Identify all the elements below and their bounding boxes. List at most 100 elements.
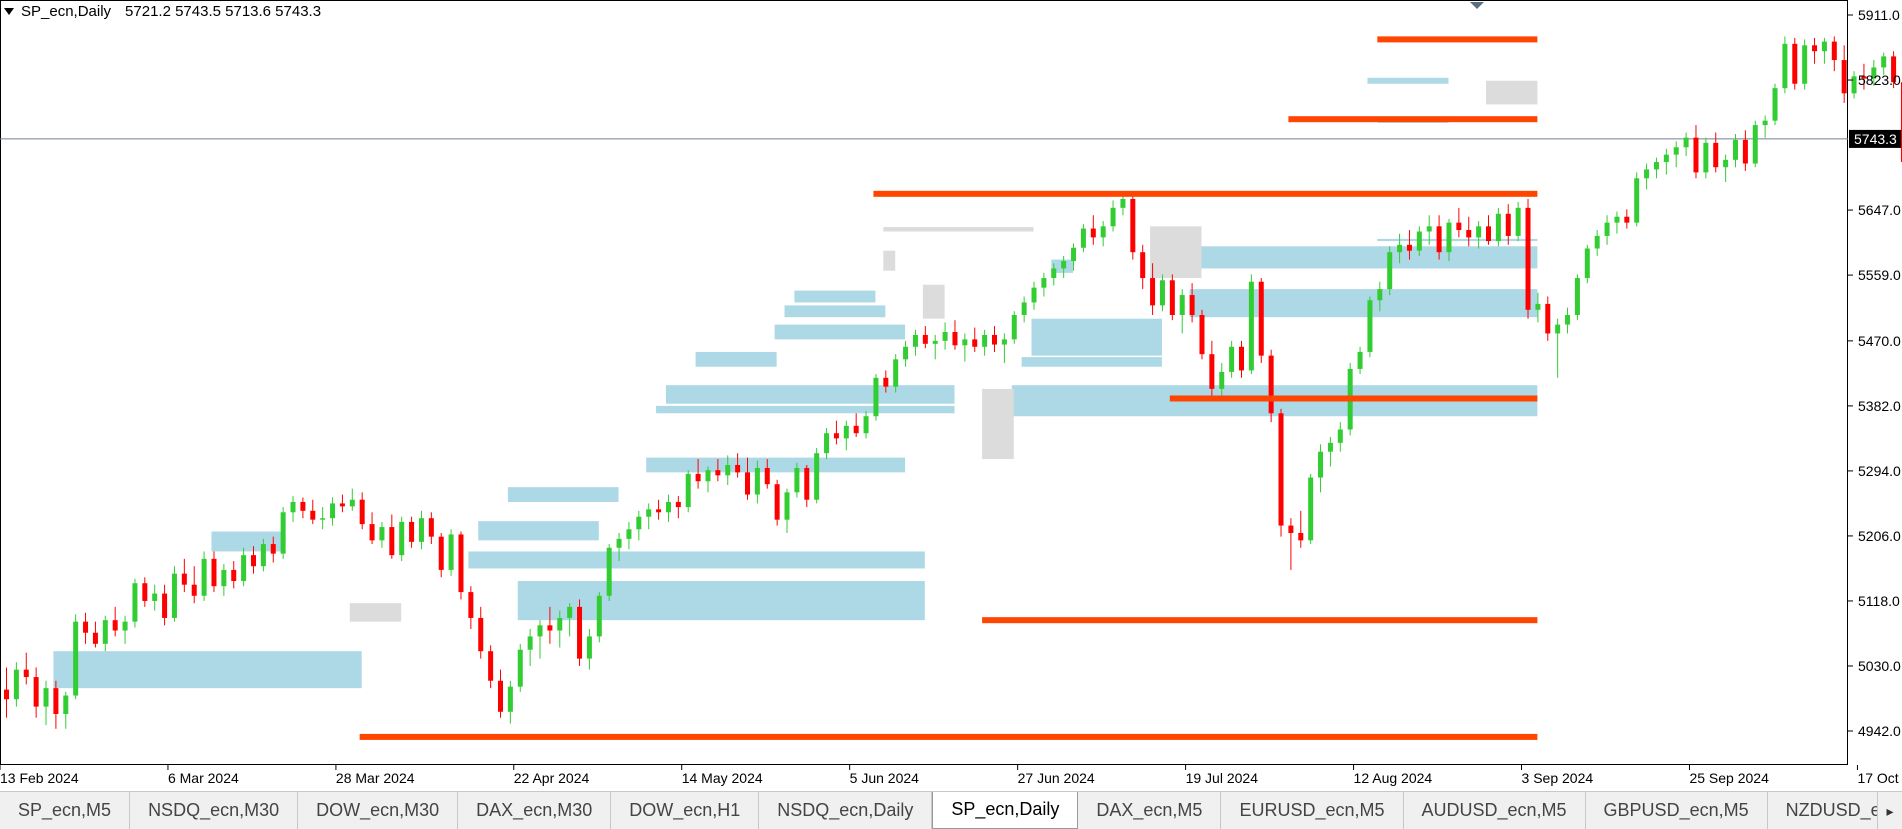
bull-candle[interactable] [903, 346, 909, 360]
bear-candle[interactable] [231, 569, 237, 582]
bear-candle[interactable] [409, 521, 415, 542]
bear-candle[interactable] [1713, 142, 1719, 168]
bull-candle[interactable] [1683, 137, 1689, 148]
bull-candle[interactable] [1495, 213, 1501, 242]
bear-candle[interactable] [1812, 45, 1818, 52]
chart-area[interactable]: 4942.0 5030.0 5118.0 5206.0 5294.0 5382.0 5470… [0, 0, 1902, 791]
bear-candle[interactable] [1209, 354, 1215, 389]
bear-candle[interactable] [92, 632, 98, 644]
bull-candle[interactable] [43, 688, 49, 707]
bull-candle[interactable] [1821, 41, 1827, 52]
bull-candle[interactable] [1634, 178, 1640, 223]
bull-candle[interactable] [1031, 287, 1037, 303]
bull-candle[interactable] [912, 334, 918, 347]
bear-candle[interactable] [695, 473, 701, 482]
bear-candle[interactable] [1169, 280, 1175, 315]
bull-candle[interactable] [814, 453, 820, 500]
bear-candle[interactable] [577, 606, 583, 659]
bear-candle[interactable] [428, 518, 434, 537]
bear-candle[interactable] [715, 470, 721, 476]
bear-candle[interactable] [745, 472, 750, 495]
bull-candle[interactable] [122, 621, 128, 631]
bull-candle[interactable] [1871, 67, 1877, 79]
bull-candle[interactable] [1357, 351, 1363, 369]
bear-candle[interactable] [339, 503, 345, 507]
bear-candle[interactable] [211, 558, 217, 587]
bull-candle[interactable] [962, 339, 968, 346]
bear-candle[interactable] [498, 680, 503, 712]
bull-candle[interactable] [1377, 289, 1383, 301]
bear-candle[interactable] [438, 536, 444, 570]
bull-candle[interactable] [320, 518, 326, 520]
level-line[interactable] [982, 617, 1538, 624]
bear-candle[interactable] [181, 573, 187, 585]
bear-candle[interactable] [764, 467, 770, 485]
bull-candle[interactable] [1071, 247, 1077, 262]
bull-candle[interactable] [1051, 268, 1057, 279]
bear-candle[interactable] [478, 617, 484, 652]
candlestick-chart[interactable]: 4942.0 5030.0 5118.0 5206.0 5294.0 5382.0 5470… [0, 0, 1902, 791]
bull-candle[interactable] [1614, 216, 1620, 223]
bull-candle[interactable] [1752, 125, 1758, 164]
bull-candle[interactable] [1604, 222, 1610, 236]
bull-candle[interactable] [646, 509, 652, 517]
bull-candle[interactable] [824, 433, 830, 454]
bull-candle[interactable] [448, 534, 454, 570]
bull-candle[interactable] [1733, 139, 1738, 160]
level-line[interactable] [873, 190, 1538, 197]
bull-candle[interactable] [1515, 207, 1521, 236]
bull-candle[interactable] [725, 464, 731, 476]
chart-tab[interactable]: NSDQ_ecn,Daily [759, 792, 933, 829]
bull-candle[interactable] [152, 593, 158, 601]
chart-tab[interactable]: AUDUSD_ecn,M5 [1404, 792, 1586, 829]
level-line[interactable] [1288, 116, 1538, 123]
bull-candle[interactable] [1110, 207, 1116, 227]
bear-candle[interactable] [1525, 207, 1531, 310]
bull-candle[interactable] [1001, 339, 1007, 345]
bear-candle[interactable] [1831, 41, 1837, 61]
bear-candle[interactable] [804, 467, 810, 500]
bull-candle[interactable] [843, 425, 849, 439]
bear-candle[interactable] [1545, 303, 1551, 334]
bull-candle[interactable] [1594, 235, 1600, 249]
chart-tab[interactable]: SP_ecn,Daily [932, 792, 1079, 829]
bull-candle[interactable] [1802, 45, 1808, 84]
bull-candle[interactable] [567, 606, 573, 618]
chart-tab[interactable]: DAX_ecn,M30 [458, 792, 612, 829]
bull-candle[interactable] [606, 547, 612, 596]
chart-tab[interactable]: DAX_ecn,M5 [1078, 792, 1222, 829]
bull-candle[interactable] [616, 538, 622, 548]
bear-candle[interactable] [1436, 226, 1442, 253]
bull-candle[interactable] [586, 636, 592, 659]
bull-candle[interactable] [1446, 222, 1452, 253]
bull-candle[interactable] [794, 467, 800, 493]
bear-candle[interactable] [142, 583, 148, 601]
bull-candle[interactable] [280, 512, 286, 554]
bear-candle[interactable] [458, 534, 464, 593]
bull-candle[interactable] [893, 359, 899, 387]
bear-candle[interactable] [112, 620, 118, 631]
bull-candle[interactable] [1061, 261, 1067, 269]
bull-candle[interactable] [1159, 280, 1165, 306]
bear-candle[interactable] [1456, 222, 1462, 231]
bear-candle[interactable] [162, 593, 168, 618]
bull-candle[interactable] [1337, 429, 1343, 443]
bull-candle[interactable] [171, 573, 177, 618]
bull-candle[interactable] [1703, 142, 1709, 173]
bear-candle[interactable] [952, 331, 958, 346]
bull-candle[interactable] [13, 669, 19, 700]
chart-tab[interactable]: DOW_ecn,M30 [298, 792, 459, 829]
bear-candle[interactable] [1199, 314, 1205, 355]
bull-candle[interactable] [1476, 226, 1482, 238]
bull-candle[interactable] [1120, 198, 1126, 208]
bull-candle[interactable] [1663, 154, 1669, 163]
bear-candle[interactable] [53, 688, 59, 715]
bull-candle[interactable] [1308, 477, 1314, 541]
bear-candle[interactable] [1268, 355, 1274, 414]
chart-tab[interactable]: GBPUSD_ecn,M5 [1586, 792, 1768, 829]
bear-candle[interactable] [1406, 244, 1412, 251]
bear-candle[interactable] [4, 689, 9, 700]
bull-candle[interactable] [942, 331, 948, 341]
bear-candle[interactable] [33, 677, 39, 707]
bear-candle[interactable] [369, 524, 375, 541]
